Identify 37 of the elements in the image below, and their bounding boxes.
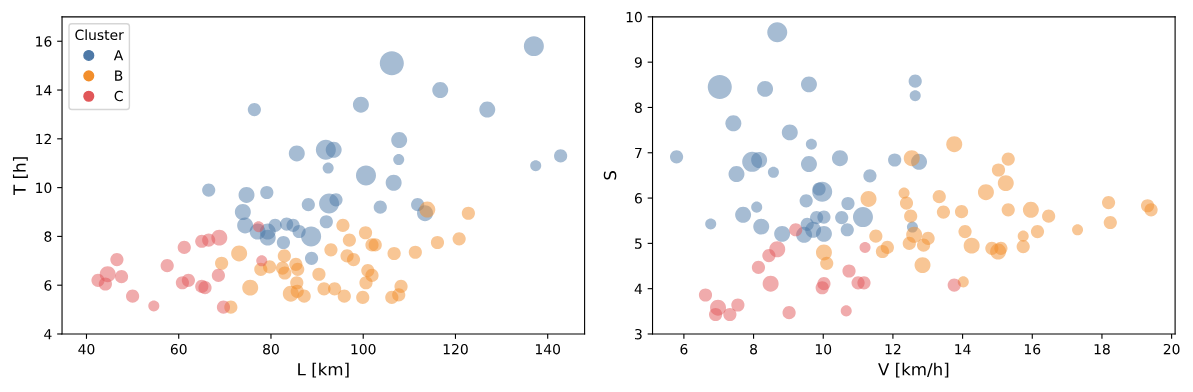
y-tick-label: 10 [36, 182, 52, 194]
y-tick-label: 8 [634, 102, 642, 113]
y-tick-label: 14 [36, 85, 52, 96]
y-axis-title: T [h] [12, 157, 28, 195]
y-tick-label: 16 [36, 36, 52, 47]
y-tick-label: 3 [635, 328, 642, 340]
x-tick-label: 40 [78, 343, 95, 355]
y-tick-label: 6 [44, 280, 52, 291]
x-tick-label: 6 [680, 343, 688, 355]
x-tick-label: 10 [815, 343, 832, 355]
y-tick-label: 8 [44, 231, 52, 242]
x-tick-label: 120 [443, 343, 468, 355]
x-tick-label: 60 [170, 343, 187, 355]
y-tick-label: 5 [635, 238, 642, 249]
legend-label: A [113, 50, 124, 61]
y-tick-label: 6 [634, 193, 642, 204]
x-tick-label: 16 [1024, 343, 1041, 355]
x-tick-label: 12 [885, 343, 901, 355]
y-tick-label: 10 [626, 11, 642, 23]
y-tick-label: 4 [44, 329, 52, 340]
y-tick-label: 9 [634, 57, 642, 68]
legend-label: C [114, 90, 123, 102]
legend-title: Cluster [75, 29, 124, 41]
y-tick-label: 7 [635, 147, 642, 159]
x-tick-label: 100 [351, 343, 376, 355]
x-axis-title: L [km] [298, 362, 349, 378]
x-tick-label: 14 [955, 344, 971, 355]
y-tick-label: 12 [36, 133, 51, 145]
x-axis-title: V [km/h] [878, 362, 949, 378]
x-tick-label: 18 [1094, 343, 1110, 355]
x-tick-label: 8 [750, 343, 758, 355]
x-tick-label: 80 [263, 343, 279, 355]
y-tick-label: 4 [634, 283, 643, 294]
x-tick-label: 140 [535, 343, 561, 355]
legend-label: B [115, 70, 123, 81]
x-tick-label: 20 [1163, 343, 1180, 355]
y-axis-title: S [603, 171, 617, 180]
